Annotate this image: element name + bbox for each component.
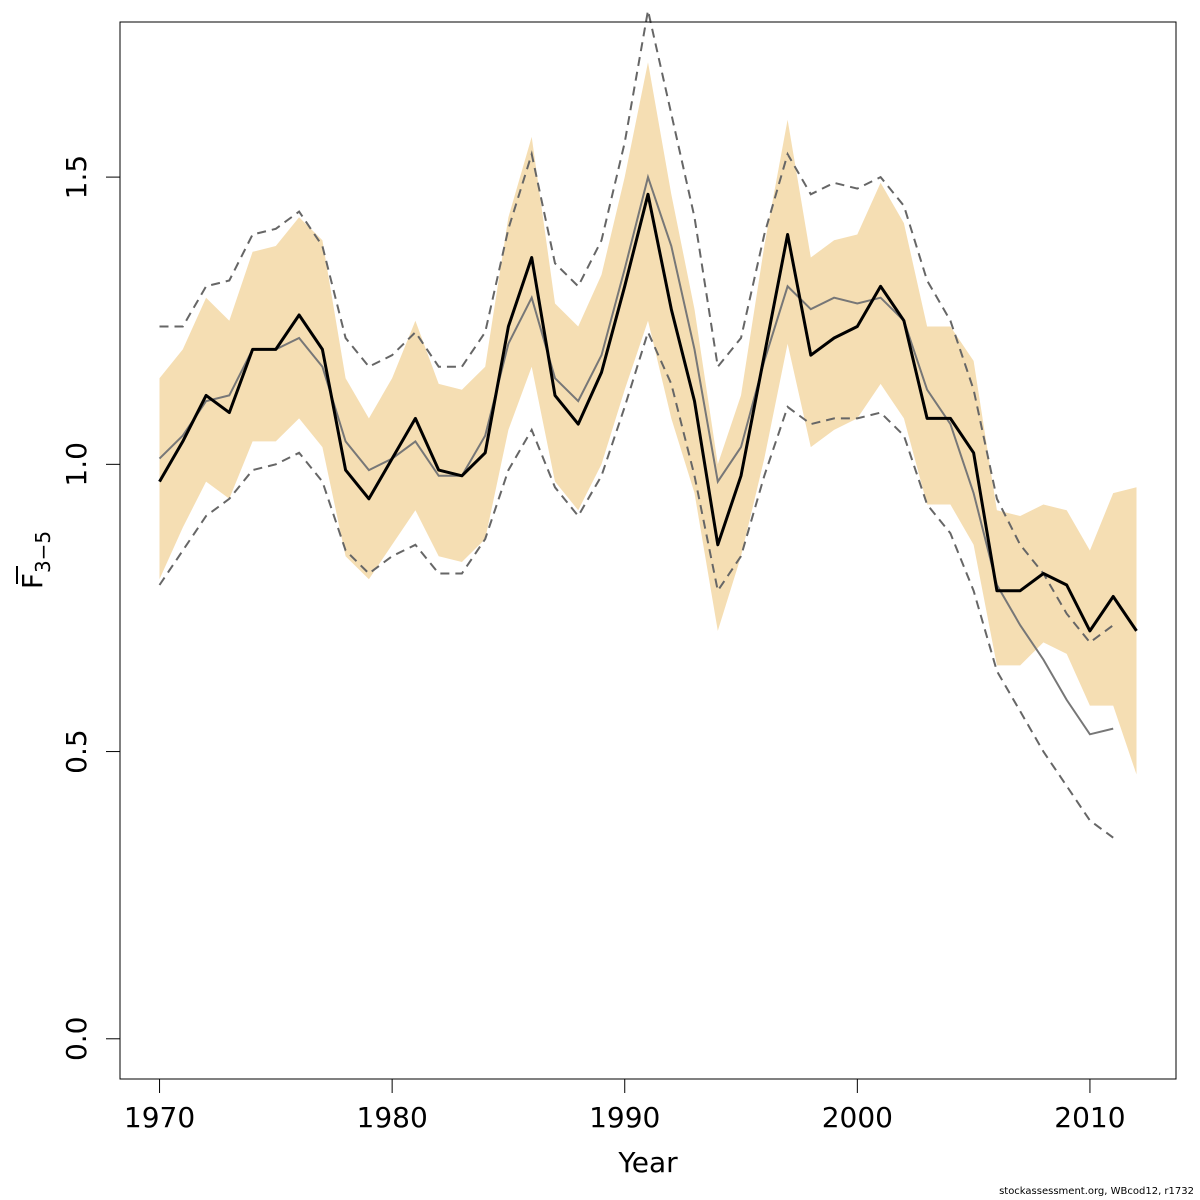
y-axis: 0.0 0.5 1.0 1.5 <box>60 155 121 1062</box>
previous-estimate-line <box>158 173 1114 736</box>
y-tick-label: 0.0 <box>60 1017 93 1062</box>
y-tick-label: 0.5 <box>60 729 93 774</box>
previous-ci-lower-line <box>158 329 1114 839</box>
previous-ci-upper-line <box>159 10 1114 644</box>
y-axis-title-sub: 3−5 <box>31 531 55 573</box>
x-tick-label: 2010 <box>1054 1101 1125 1134</box>
footer-credit: stockassessment.org, WBcod12, r1732 <box>999 1186 1194 1197</box>
x-tick-label: 2000 <box>822 1101 893 1134</box>
y-axis-title: F3−5 <box>16 531 55 589</box>
plot-area <box>158 10 1138 839</box>
confidence-band <box>159 62 1137 775</box>
x-tick-label: 1990 <box>589 1101 660 1134</box>
svg-text:F3−5: F3−5 <box>16 531 55 589</box>
y-tick-label: 1.0 <box>60 442 93 487</box>
x-tick-label: 1980 <box>357 1101 428 1134</box>
y-axis-title-main: F <box>16 573 49 589</box>
estimate-line <box>158 192 1138 633</box>
x-tick-label: 1970 <box>124 1101 195 1134</box>
y-tick-label: 1.5 <box>60 155 93 200</box>
x-axis: 1970 1980 1990 2000 2010 <box>124 1078 1126 1134</box>
x-axis-title: Year <box>617 1146 678 1179</box>
